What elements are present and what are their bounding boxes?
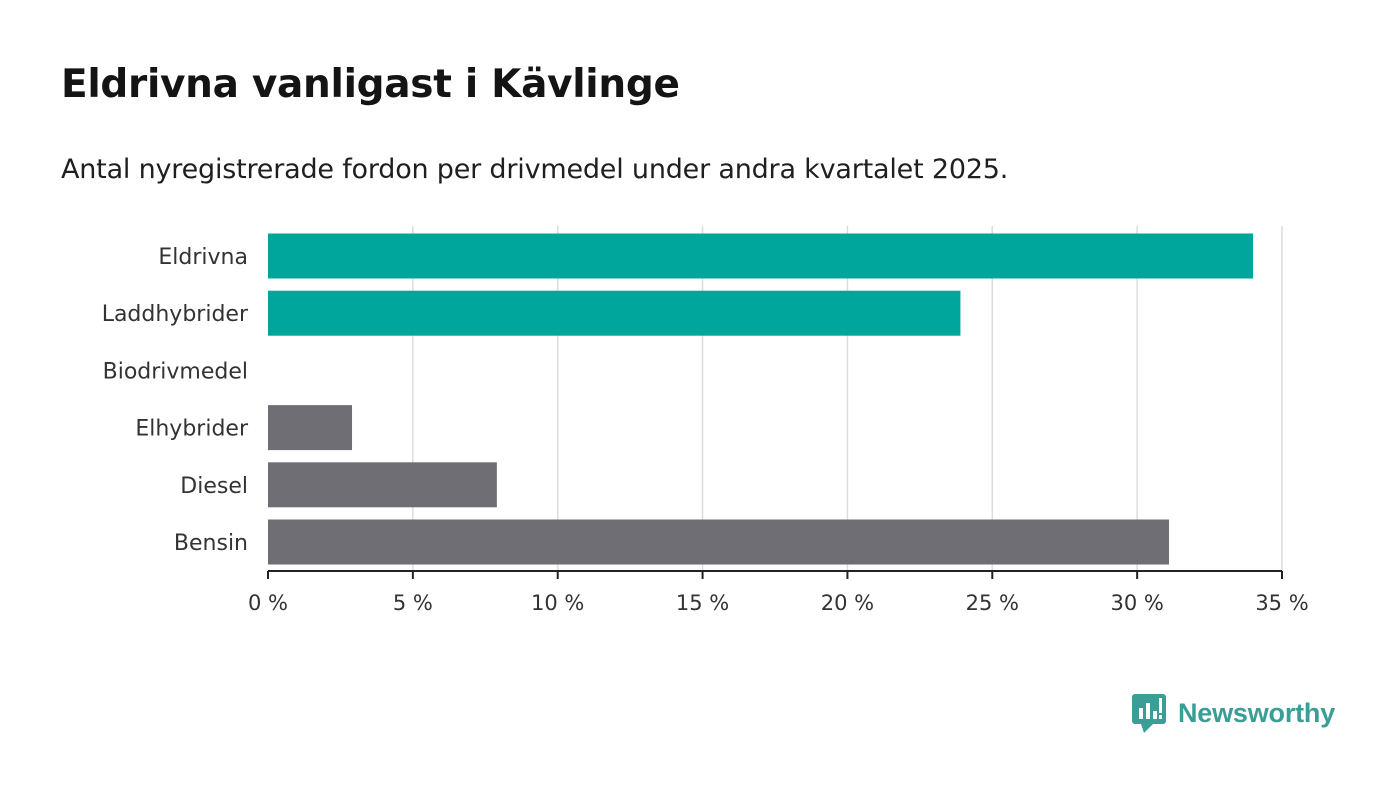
category-label: Laddhybrider [102,302,249,327]
newsworthy-logo-icon [1132,694,1166,733]
bar-chart: Eldrivna Laddhybrider Biodrivmedel Elhybrid… [102,226,1309,615]
brand-name: Newsworthy [1178,697,1336,728]
x-tick-label: 10 % [531,591,584,615]
x-tick-label: 20 % [821,591,874,615]
chart-title: Eldrivna vanligast i Kävlinge [61,62,680,107]
bar [268,405,353,451]
x-tick-label: 15 % [676,591,729,615]
x-tick-label: 30 % [1110,591,1163,615]
bar [268,462,497,508]
bar [268,233,1254,279]
chart-subtitle: Antal nyregistrerade fordon per drivmede… [61,154,1009,185]
category-label: Bensin [174,531,248,556]
category-label: Elhybrider [135,417,249,442]
x-tick-label: 5 % [393,591,433,615]
x-tick-label: 25 % [966,591,1019,615]
bar [268,290,961,336]
x-tick-label: 35 % [1255,591,1308,615]
bar [268,519,1170,565]
newsworthy-logo: Newsworthy [1132,692,1335,734]
category-label: Diesel [180,474,248,499]
category-label: Eldrivna [158,245,248,270]
category-label: Biodrivmedel [103,359,248,384]
x-tick-label: 0 % [248,591,288,615]
